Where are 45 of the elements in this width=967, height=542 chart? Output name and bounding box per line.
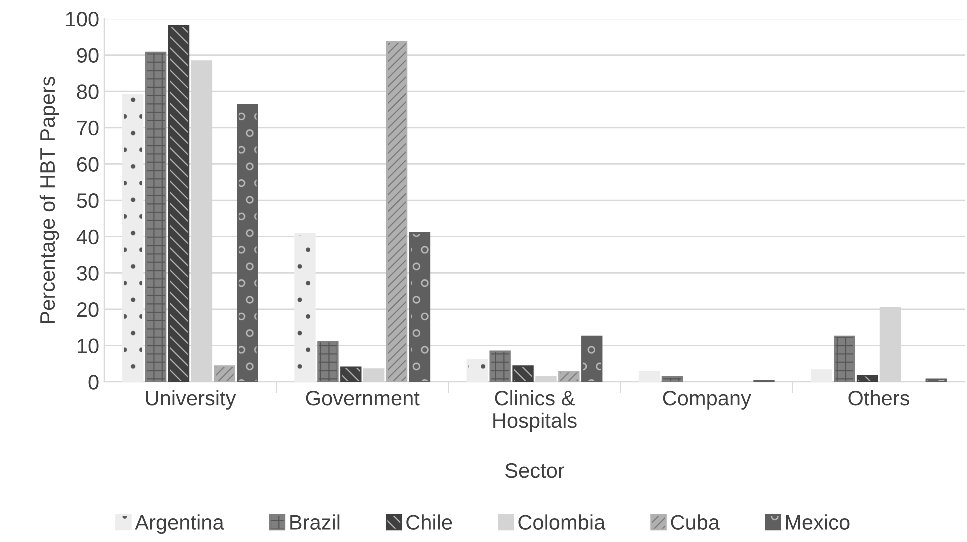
bar	[466, 359, 488, 382]
y-tick-label: 50	[77, 194, 99, 208]
y-tick-label: 30	[77, 266, 99, 281]
bar	[856, 375, 878, 382]
bar	[582, 336, 603, 382]
legend-label: Mexico	[786, 514, 850, 530]
bar	[490, 350, 511, 382]
bar	[834, 336, 856, 382]
x-tick-label: University	[146, 390, 236, 410]
x-tick-label: Government	[306, 390, 420, 406]
bar	[638, 371, 660, 382]
y-tick-label: 90	[77, 48, 99, 64]
bar	[512, 366, 534, 382]
x-axis-title: Sector	[506, 463, 565, 478]
bar	[340, 366, 362, 382]
bar	[214, 366, 236, 382]
bar	[558, 371, 580, 382]
bar	[145, 52, 167, 382]
x-tick-label: Company	[663, 390, 752, 410]
y-tick-label: 80	[77, 84, 99, 100]
bar	[168, 25, 190, 382]
legend-label: Chile	[406, 514, 452, 530]
y-tick-label: 60	[77, 157, 99, 172]
y-tick-label: 10	[78, 338, 99, 354]
bar	[811, 370, 832, 382]
bar	[662, 376, 684, 382]
x-tick-label: Clinics & Hospitals	[494, 390, 577, 432]
y-tick-label: 100	[66, 12, 99, 27]
y-tick-label: 40	[76, 230, 99, 245]
y-tick-label: 20	[77, 302, 99, 318]
bar	[926, 378, 947, 382]
y-tick-label: 0	[88, 375, 99, 390]
legend-label: Cuba	[671, 514, 720, 530]
x-tick-label: Others	[848, 390, 910, 406]
bar	[386, 41, 408, 382]
y-tick-label: 70	[77, 120, 99, 136]
y-axis-title: Percentage of HBT Papers	[40, 76, 60, 324]
bar	[122, 94, 144, 382]
legend-label: Argentina	[135, 514, 224, 534]
bar	[237, 104, 258, 382]
bar	[318, 340, 339, 382]
legend-label: Colombia	[518, 514, 606, 530]
bar	[409, 232, 431, 382]
legend-label: Brazil	[290, 514, 340, 530]
bar	[294, 233, 316, 382]
